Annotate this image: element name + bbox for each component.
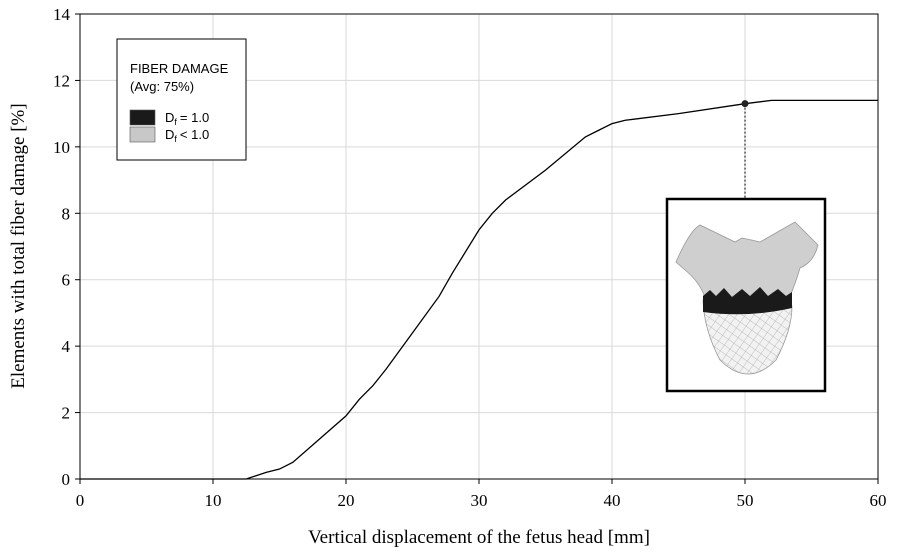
x-tick-label: 60 — [870, 491, 887, 510]
y-tick-label: 6 — [62, 271, 71, 290]
legend-title: FIBER DAMAGE — [130, 61, 229, 76]
x-tick-label: 20 — [338, 491, 355, 510]
x-tick-label: 40 — [604, 491, 621, 510]
legend-label: Df = 1.0 — [165, 110, 209, 127]
legend-swatch — [129, 109, 156, 126]
y-tick-label: 10 — [53, 138, 70, 157]
y-tick-label: 14 — [53, 5, 71, 24]
y-tick-label: 0 — [62, 470, 71, 489]
legend-text: = 1.0 — [180, 110, 209, 125]
x-axis-label: Vertical displacement of the fetus head … — [308, 527, 650, 548]
y-tick-label: 12 — [53, 71, 70, 90]
x-tick-label: 50 — [737, 491, 754, 510]
legend-swatch — [129, 126, 156, 143]
legend-label: Df < 1.0 — [165, 127, 209, 144]
inset-image — [665, 197, 827, 393]
y-tick-label: 4 — [62, 337, 71, 356]
x-tick-label: 0 — [76, 491, 85, 510]
y-tick-label: 2 — [62, 404, 71, 423]
legend-subtitle: (Avg: 75%) — [130, 79, 194, 94]
highlight-point — [741, 100, 749, 108]
y-axis-label: Elements with total fiber damage [%] — [8, 103, 29, 388]
data-line — [80, 99, 878, 480]
x-tick-label: 10 — [205, 491, 222, 510]
legend-symbol: D — [165, 127, 174, 142]
legend-subscript: f — [174, 134, 177, 144]
legend-subscript: f — [174, 117, 177, 127]
x-tick-label: 30 — [471, 491, 488, 510]
y-tick-label: 8 — [62, 204, 71, 223]
legend-text: < 1.0 — [180, 127, 209, 142]
legend-symbol: D — [165, 110, 174, 125]
